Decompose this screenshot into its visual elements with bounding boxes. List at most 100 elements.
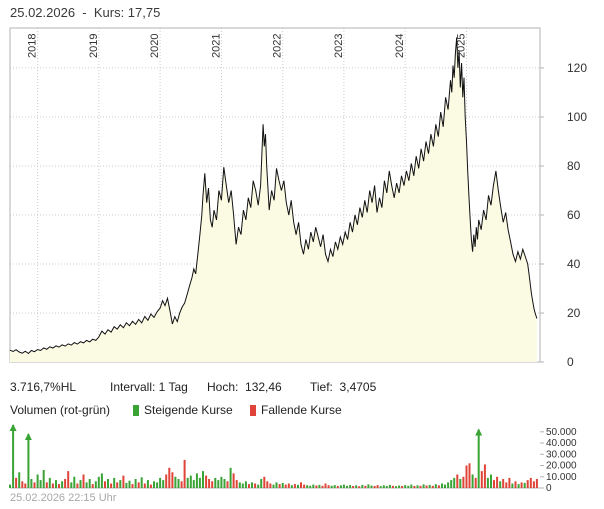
volume-bar [346,485,348,489]
volume-bar [257,484,260,488]
volume-bar [404,485,407,488]
volume-bar [434,484,437,488]
legend-volume-label: Volumen (rot-grün) [10,403,111,417]
volume-bar [336,486,339,488]
volume-bar [226,481,229,489]
volume-bar [189,475,192,488]
price-axis-label: 40 [567,257,581,271]
volume-bar [251,482,253,488]
price-axis-label: 120 [567,61,587,75]
volume-bar [153,481,155,489]
volume-bar [456,474,459,488]
volume-bar [76,483,79,488]
price-axis-label: 0 [567,355,574,369]
year-axis-label: 2024 [394,34,406,58]
volume-bars [9,424,538,489]
volume-bar [208,479,211,488]
volume-bar [309,485,312,489]
stat-percent-hl: 3.716,7%HL [10,380,77,394]
volume-bar [91,484,94,488]
volume-bar [284,484,287,488]
volume-bar [517,484,520,488]
volume-bar [266,481,269,489]
volume-bar [186,477,189,488]
volume-bar [339,485,342,488]
volume-bar [385,486,388,488]
volume-bar [287,483,290,488]
volume-bar [64,479,67,488]
volume-bar [205,475,208,488]
volume-bar [134,479,137,488]
volume-bar [85,482,88,488]
volume-bar [523,482,526,488]
volume-bar [505,482,508,488]
year-axis-label: 2022 [272,34,284,58]
volume-bar [486,477,489,488]
volume-bar [428,484,431,488]
stat-high: Hoch: 132,46 [207,380,282,394]
volume-bar [422,484,425,488]
volume-bar [42,470,45,488]
volume-bar [327,485,330,488]
volume-bar [12,425,15,488]
volume-bar [165,474,168,488]
volume-bar [33,482,36,488]
volume-bar [159,477,162,488]
volume-bar [235,480,238,488]
volume-bar [238,482,241,488]
volume-bar [217,480,220,488]
volume-bar [468,463,471,489]
volume-bar [70,482,73,488]
volume-bar [437,485,440,488]
volume-bar [281,482,284,488]
volume-bar [272,484,275,488]
volume-bar [278,484,281,488]
volume-bar [391,485,394,489]
volume-bar [370,485,373,488]
year-axis: 2018 2019 2020 2021 2022 2023 2024 2025 [27,34,468,58]
volume-bar [143,483,146,488]
year-axis-label: 2021 [210,34,222,58]
volume-bar [94,481,97,489]
volume-bar [223,479,226,488]
volume-bar [508,477,511,488]
stat-low: Tief: 3,4705 [310,380,377,394]
volume-bar [529,477,532,488]
volume-bar [398,485,401,488]
volume-bar [9,484,11,488]
volume-bar [248,484,250,488]
volume-bar [263,476,266,489]
volume-bar [45,482,48,488]
price-line [9,37,538,355]
volume-bar [514,481,517,489]
volume-axis-label: 20.000 [546,461,577,472]
volume-bar [180,481,183,489]
volume-bar [462,476,465,489]
year-axis-label: 2018 [27,34,39,58]
year-axis-label: 2025 [456,34,468,58]
volume-bar [131,484,134,488]
volume-bar [174,476,177,489]
volume-bar [373,486,376,488]
volume-bar [407,485,410,489]
volume-bar [410,484,413,488]
volume-bar [349,485,352,488]
volume-bar [168,467,171,489]
volume-bar [15,477,18,488]
volume-bar [269,483,272,488]
volume-bar [364,485,367,489]
volume-bar [321,485,324,489]
volume-bar [100,473,103,488]
volume-bar [183,459,186,488]
volume-bar [450,480,453,488]
volume-bar [330,485,333,489]
volume-spike-arrow-icon [475,428,483,436]
volume-bar [490,474,492,488]
volume-bar [195,473,198,488]
volume-bar [379,486,382,488]
volume-bar [73,476,76,489]
volume-bar [496,476,499,489]
volume-bar [275,482,278,488]
